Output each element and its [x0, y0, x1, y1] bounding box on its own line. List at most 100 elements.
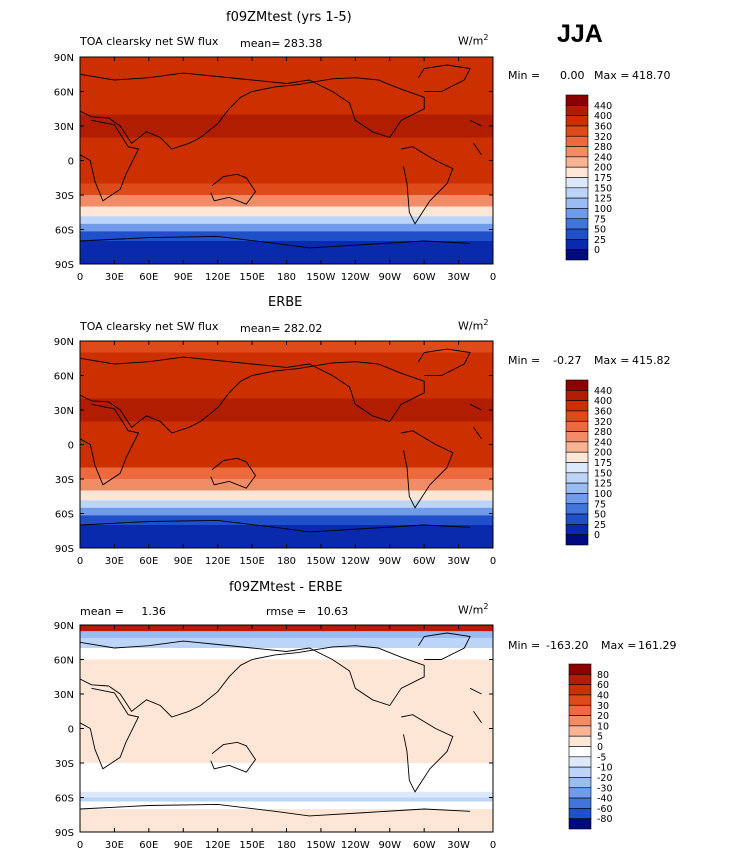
x-tick-label-p3: 0	[490, 840, 496, 851]
x-tick-label-p2: 120E	[205, 556, 230, 567]
field-band-p1	[80, 57, 493, 69]
x-tick-label-p3: 0	[77, 840, 83, 851]
field-band-p1	[80, 80, 493, 92]
colorbar-label-p1: 360	[594, 121, 612, 132]
units-text: W/m	[458, 603, 484, 617]
field-band-p3	[80, 694, 493, 706]
panel1-min-label: Min =	[508, 69, 541, 82]
x-tick-label-p1: 180	[277, 272, 296, 283]
field-band-p3	[80, 705, 493, 717]
panel1-mean: mean= 283.38	[240, 37, 323, 50]
field-band-p2	[80, 375, 493, 387]
colorbar-swatch-p3	[568, 694, 592, 706]
colorbar-swatch-p1	[565, 197, 589, 209]
field-band-p3	[80, 740, 493, 752]
x-tick-label-p3: 90W	[378, 840, 401, 851]
colorbar-label-p1: 440	[594, 101, 612, 112]
panel3-max-label: Max =	[601, 639, 637, 652]
colorbar-swatch-p2	[565, 420, 589, 432]
field-band-p2	[80, 515, 493, 525]
field-band-p3	[80, 625, 493, 632]
colorbar-label-p1: 50	[594, 225, 606, 236]
y-tick-label-p3: 90N	[54, 621, 74, 632]
colorbar-swatch-p2	[565, 482, 589, 494]
colorbar-swatch-p3	[568, 787, 592, 799]
x-tick-label-p3: 30W	[447, 840, 470, 851]
colorbar-label-p2: 400	[594, 396, 612, 407]
colorbar-label-p1: 175	[594, 173, 612, 184]
colorbar-swatch-p2	[565, 379, 589, 391]
colorbar-label-p1: 200	[594, 163, 612, 174]
colorbar-swatch-p3	[568, 715, 592, 727]
colorbar-swatch-p3	[568, 797, 592, 809]
x-tick-label-p3: 150W	[306, 840, 335, 851]
field-band-p3	[80, 797, 493, 802]
coastline-p2-5	[418, 348, 471, 376]
field-band-p2	[80, 410, 493, 422]
x-tick-label-p2: 60E	[139, 556, 158, 567]
colorbar-label-p3: 5	[597, 732, 603, 743]
x-tick-label-p1: 150W	[306, 272, 335, 283]
colorbar-swatch-p2	[565, 524, 589, 535]
field-band-p3	[80, 774, 493, 785]
colorbar-label-p3: -5	[597, 752, 606, 763]
x-tick-label-p2: 90E	[174, 556, 193, 567]
coastline-p1-5	[418, 64, 471, 92]
coastline-p3-6	[79, 803, 471, 817]
colorbar-swatch-p2	[565, 400, 589, 412]
field-band-p3	[80, 820, 493, 832]
colorbar-label-p3: -60	[597, 804, 613, 815]
y-tick-label-p2: 90N	[54, 337, 74, 348]
colorbar-swatch-p2	[565, 431, 589, 443]
colorbar-swatch-p3	[568, 766, 592, 778]
field-band-p3	[80, 682, 493, 694]
coastline-p2-1	[79, 356, 425, 434]
x-tick-label-p1: 0	[77, 272, 83, 283]
colorbar-label-p1: 320	[594, 132, 612, 143]
coastline-p3-3	[401, 714, 454, 793]
plot-frame-p1	[79, 56, 494, 265]
coastline-p1-6	[79, 235, 471, 249]
x-tick-label-p1: 90W	[378, 272, 401, 283]
field-band-p3	[80, 631, 493, 639]
colorbar-swatch-p1	[565, 249, 589, 261]
field-band-p1	[80, 160, 493, 172]
colorbar-label-p2: 125	[594, 479, 612, 490]
field-band-p1	[80, 183, 493, 195]
coastline-p1-3	[401, 146, 454, 225]
colorbar-label-p3: -10	[597, 763, 613, 774]
panel1-min-value: 0.00	[560, 69, 585, 82]
colorbar-label-p2: 175	[594, 458, 612, 469]
y-tick-label-p1: 90S	[55, 260, 74, 271]
panel3-mean: mean = 1.36	[80, 605, 166, 618]
field-band-p2	[80, 456, 493, 468]
field-band-p3	[80, 784, 493, 792]
colorbar-label-p1: 150	[594, 183, 612, 194]
colorbar-swatch-p1	[565, 146, 589, 158]
field-band-p1	[80, 149, 493, 161]
colorbar-label-p1: 240	[594, 152, 612, 163]
x-tick-label-p3: 180	[277, 840, 296, 851]
colorbar-label-p3: -40	[597, 794, 613, 805]
y-tick-label-p3: 90S	[55, 828, 74, 839]
colorbar-label-p3: 30	[597, 701, 609, 712]
field-band-p3	[80, 751, 493, 763]
y-tick-label-p3: 60N	[54, 656, 74, 667]
units-superscript: 2	[483, 318, 489, 327]
x-tick-label-p2: 150W	[306, 556, 335, 567]
panel2-mean: mean= 282.02	[240, 322, 323, 335]
panel1-subtitle: TOA clearsky net SW flux	[80, 35, 219, 48]
field-band-p1	[80, 195, 493, 207]
colorbar-swatch-p2	[565, 534, 589, 546]
colorbar-swatch-p2	[565, 410, 589, 422]
colorbar-label-p2: 200	[594, 448, 612, 459]
field-band-p3	[80, 659, 493, 671]
field-band-p2	[80, 387, 493, 399]
field-band-p1	[80, 137, 493, 149]
y-tick-label-p2: 30S	[55, 475, 74, 486]
y-tick-label-p3: 30N	[54, 690, 74, 701]
field-band-p1	[80, 91, 493, 103]
coastline-p3-4	[210, 741, 257, 773]
panel2-max-value: 415.82	[632, 354, 671, 367]
field-band-p3	[80, 763, 493, 775]
